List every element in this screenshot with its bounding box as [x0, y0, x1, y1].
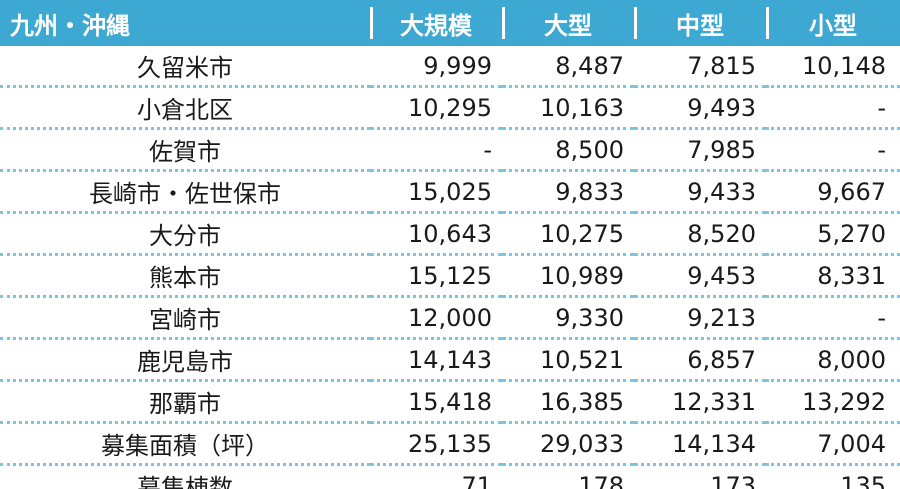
table-row: 募集棟数 71 178 173 135 — [0, 464, 900, 489]
table-cell: 15,125 — [370, 254, 502, 298]
table-header: 九州・沖縄 大規模 大型 中型 小型 — [0, 0, 900, 46]
table-cell: 9,213 — [634, 296, 766, 340]
table-cell: 9,833 — [502, 170, 634, 214]
table-cell: 8,487 — [502, 46, 634, 88]
table-cell: 9,453 — [634, 254, 766, 298]
header-region: 九州・沖縄 — [0, 0, 370, 46]
table-cell: - — [370, 128, 502, 172]
table-cell: 8,331 — [766, 254, 900, 298]
table-cell: 8,500 — [502, 128, 634, 172]
table-cell: 7,985 — [634, 128, 766, 172]
table-cell: - — [766, 86, 900, 130]
table-cell: 8,520 — [634, 212, 766, 256]
row-label: 鹿児島市 — [0, 338, 370, 382]
header-col-large: 大型 — [502, 0, 634, 46]
table-body: 久留米市 9,999 8,487 7,815 10,148 小倉北区 10,295 10,16… — [0, 46, 900, 489]
row-label: 長崎市・佐世保市 — [0, 170, 370, 214]
table-row: 久留米市 9,999 8,487 7,815 10,148 — [0, 46, 900, 88]
table-cell: 29,033 — [502, 422, 634, 466]
table-cell: 9,493 — [634, 86, 766, 130]
header-row: 九州・沖縄 大規模 大型 中型 小型 — [0, 0, 900, 46]
table-cell: 14,143 — [370, 338, 502, 382]
table-row: 鹿児島市 14,143 10,521 6,857 8,000 — [0, 338, 900, 382]
table-cell: 10,989 — [502, 254, 634, 298]
table-cell: 7,815 — [634, 46, 766, 88]
row-label: 小倉北区 — [0, 86, 370, 130]
table-row: 長崎市・佐世保市 15,025 9,833 9,433 9,667 — [0, 170, 900, 214]
table-cell: 14,134 — [634, 422, 766, 466]
table-cell: 9,999 — [370, 46, 502, 88]
row-label: 熊本市 — [0, 254, 370, 298]
table-cell: 8,000 — [766, 338, 900, 382]
table-cell: 25,135 — [370, 422, 502, 466]
table-row: 宮崎市 12,000 9,330 9,213- — [0, 296, 900, 340]
table-cell: 15,418 — [370, 380, 502, 424]
table-cell: 9,433 — [634, 170, 766, 214]
table-cell: 10,275 — [502, 212, 634, 256]
table-cell: - — [766, 296, 900, 340]
row-label: 佐賀市 — [0, 128, 370, 172]
table-row: 大分市 10,643 10,275 8,520 5,270 — [0, 212, 900, 256]
header-col-large-scale: 大規模 — [370, 0, 502, 46]
row-label: 那覇市 — [0, 380, 370, 424]
table-cell: 12,331 — [634, 380, 766, 424]
table-row: 佐賀市 -8,500 7,985- — [0, 128, 900, 172]
table-cell: 9,330 — [502, 296, 634, 340]
row-label: 募集棟数 — [0, 464, 370, 489]
table-cell: 10,163 — [502, 86, 634, 130]
table-row: 熊本市 15,125 10,989 9,453 8,331 — [0, 254, 900, 298]
header-col-medium: 中型 — [634, 0, 766, 46]
table-cell: 16,385 — [502, 380, 634, 424]
table-cell: 5,270 — [766, 212, 900, 256]
row-label: 募集面積（坪） — [0, 422, 370, 466]
table-cell: 12,000 — [370, 296, 502, 340]
table-cell: 9,667 — [766, 170, 900, 214]
table-row: 那覇市 15,418 16,385 12,331 13,292 — [0, 380, 900, 424]
table-cell: 10,521 — [502, 338, 634, 382]
table-cell: 10,643 — [370, 212, 502, 256]
table-cell: - — [766, 128, 900, 172]
row-label: 久留米市 — [0, 46, 370, 88]
table-cell: 10,295 — [370, 86, 502, 130]
row-label: 大分市 — [0, 212, 370, 256]
table-row: 募集面積（坪） 25,135 29,033 14,134 7,004 — [0, 422, 900, 466]
table-cell: 15,025 — [370, 170, 502, 214]
table-cell: 10,148 — [766, 46, 900, 88]
table-cell: 173 — [634, 464, 766, 489]
table-cell: 6,857 — [634, 338, 766, 382]
table-row: 小倉北区 10,295 10,163 9,493- — [0, 86, 900, 130]
row-label: 宮崎市 — [0, 296, 370, 340]
table-cell: 135 — [766, 464, 900, 489]
table-cell: 71 — [370, 464, 502, 489]
header-col-small: 小型 — [766, 0, 900, 46]
table-cell: 178 — [502, 464, 634, 489]
table-cell: 7,004 — [766, 422, 900, 466]
table-cell: 13,292 — [766, 380, 900, 424]
